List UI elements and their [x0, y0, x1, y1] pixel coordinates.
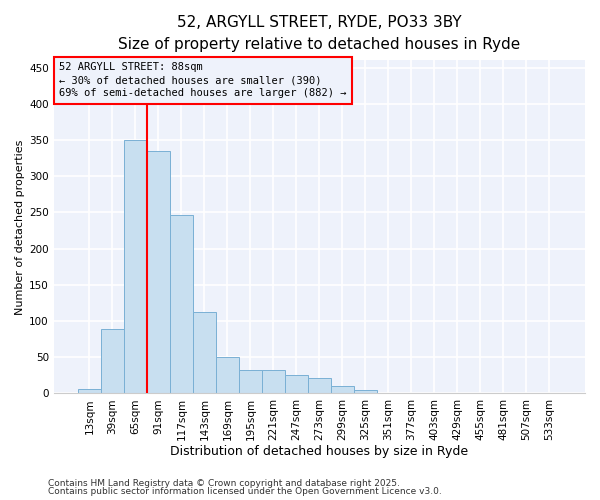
- Text: Contains HM Land Registry data © Crown copyright and database right 2025.: Contains HM Land Registry data © Crown c…: [48, 478, 400, 488]
- Bar: [78, 389, 101, 394]
- Bar: [170, 214, 193, 394]
- Text: 52 ARGYLL STREET: 88sqm
← 30% of detached houses are smaller (390)
69% of semi-d: 52 ARGYLL STREET: 88sqm ← 30% of detache…: [59, 62, 347, 98]
- Title: 52, ARGYLL STREET, RYDE, PO33 3BY
Size of property relative to detached houses i: 52, ARGYLL STREET, RYDE, PO33 3BY Size o…: [118, 15, 521, 52]
- Bar: [124, 140, 147, 394]
- Bar: [308, 378, 331, 394]
- Bar: [377, 392, 400, 394]
- Bar: [239, 370, 262, 394]
- Bar: [331, 386, 354, 394]
- Bar: [216, 357, 239, 394]
- Bar: [354, 390, 377, 394]
- Y-axis label: Number of detached properties: Number of detached properties: [15, 139, 25, 314]
- Bar: [423, 392, 446, 394]
- X-axis label: Distribution of detached houses by size in Ryde: Distribution of detached houses by size …: [170, 444, 469, 458]
- Bar: [400, 392, 423, 394]
- Text: Contains public sector information licensed under the Open Government Licence v3: Contains public sector information licen…: [48, 487, 442, 496]
- Bar: [147, 151, 170, 394]
- Bar: [262, 370, 285, 394]
- Bar: [101, 329, 124, 394]
- Bar: [193, 312, 216, 394]
- Bar: [285, 375, 308, 394]
